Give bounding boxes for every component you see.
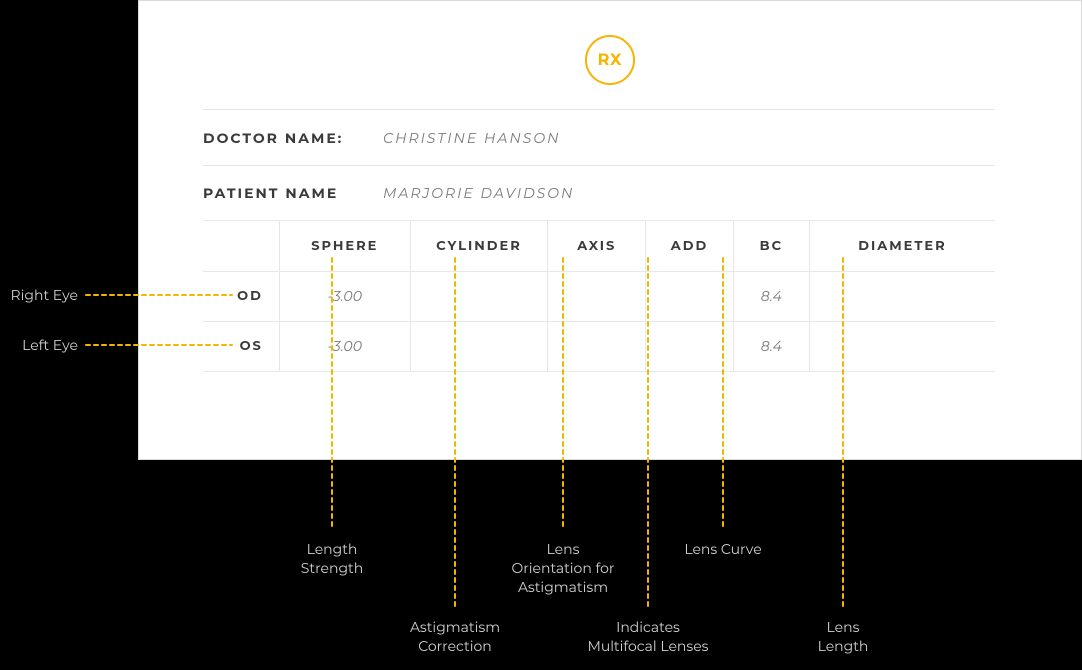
anno-axis: Lens Orientation for Astigmatism <box>483 540 643 597</box>
info-section: DOCTOR NAME: CHRISTINE HANSON PATIENT NA… <box>203 109 995 221</box>
col-header-cylinder: CYLINDER <box>410 221 547 271</box>
anno-right-eye: Right Eye <box>0 286 78 305</box>
doctor-label: DOCTOR NAME: <box>203 129 383 147</box>
table-row: OD-3.00 8.4 <box>203 271 995 321</box>
anno-bc: Lens Curve <box>643 540 803 559</box>
anno-diameter: Lens Length <box>763 618 923 656</box>
cell-sphere: -3.00 <box>279 321 410 371</box>
doctor-value: CHRISTINE HANSON <box>383 129 561 147</box>
cell-eye: OS <box>203 321 279 371</box>
patient-label: PATIENT NAME <box>203 184 383 202</box>
patient-value: MARJORIE DAVIDSON <box>383 184 574 202</box>
table-row: OS-3.00 8.4 <box>203 321 995 371</box>
patient-row: PATIENT NAME MARJORIE DAVIDSON <box>203 165 995 221</box>
cell-add <box>646 321 733 371</box>
cell-eye: OD <box>203 271 279 321</box>
anno-left-eye: Left Eye <box>0 336 78 355</box>
cell-diameter <box>810 321 995 371</box>
cell-cylinder <box>410 321 547 371</box>
col-header-sphere: SPHERE <box>279 221 410 271</box>
col-header-add: ADD <box>646 221 733 271</box>
col-header-diameter: DIAMETER <box>810 221 995 271</box>
anno-sphere: Length Strength <box>252 540 412 578</box>
doctor-row: DOCTOR NAME: CHRISTINE HANSON <box>203 109 995 165</box>
cell-add <box>646 271 733 321</box>
col-header-bc: BC <box>733 221 809 271</box>
prescription-card: RX DOCTOR NAME: CHRISTINE HANSON PATIENT… <box>138 0 1082 460</box>
diagram-stage: RX DOCTOR NAME: CHRISTINE HANSON PATIENT… <box>0 0 1082 670</box>
cell-cylinder <box>410 271 547 321</box>
col-header-axis: AXIS <box>548 221 646 271</box>
rx-badge-text: RX <box>598 51 623 70</box>
prescription-table: SPHERECYLINDERAXISADDBCDIAMETER OD-3.00 8.… <box>203 221 995 372</box>
cell-diameter <box>810 271 995 321</box>
cell-bc: 8.4 <box>733 271 809 321</box>
cell-axis <box>548 321 646 371</box>
cell-axis <box>548 271 646 321</box>
rx-badge: RX <box>585 35 635 85</box>
cell-bc: 8.4 <box>733 321 809 371</box>
anno-add: Indicates Multifocal Lenses <box>568 618 728 656</box>
anno-cylinder: Astigmatism Correction <box>375 618 535 656</box>
col-header-eye <box>203 221 279 271</box>
cell-sphere: -3.00 <box>279 271 410 321</box>
